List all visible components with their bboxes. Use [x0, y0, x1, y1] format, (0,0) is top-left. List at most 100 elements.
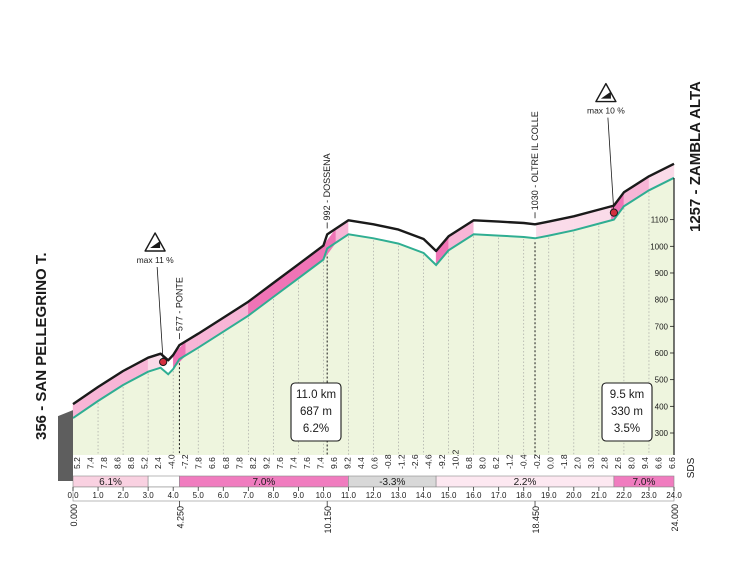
average-gradient-label: 6.1% [99, 477, 122, 488]
average-gradient-label: 7.0% [253, 477, 276, 488]
summary-line: 330 m [611, 406, 643, 418]
segment-gradient-label: 8.6 [126, 457, 136, 469]
km-tick-label: 19.0 [541, 491, 557, 500]
max-gradient-dot [159, 357, 168, 367]
segment-gradient-label: 2.4 [153, 457, 163, 469]
km-tick-label: 22.0 [616, 491, 632, 500]
segment-gradient-label: -0.2 [532, 454, 542, 469]
segment-gradient-label: 6.6 [654, 457, 664, 469]
segment-gradient-label: 7.4 [315, 457, 325, 469]
segment-gradient-label: 5.2 [140, 457, 150, 469]
km-tick-label: 1.0 [92, 491, 104, 500]
segment-gradient-label: -4.0 [167, 454, 177, 469]
summary-line: 11.0 km [296, 389, 336, 401]
km-tick-label: 4.0 [168, 491, 180, 500]
segment-gradient-label: 6.8 [221, 457, 231, 469]
segment-gradient-label: 0.0 [545, 457, 555, 469]
summary-line: 687 m [300, 406, 332, 418]
segment-gradient-label: 6.6 [667, 457, 677, 469]
elevation-tick-label: 500 [655, 376, 669, 385]
point-label: 577 - PONTE [174, 277, 184, 331]
segment-gradient-label: 0.6 [370, 457, 380, 469]
segment-gradient-label: -4.6 [424, 454, 434, 469]
point-km-label: 10.150 [323, 506, 333, 534]
segment-gradient-label: -7.2 [180, 454, 190, 469]
gradient-band-segment [473, 220, 487, 236]
km-tick-label: 2.0 [118, 491, 130, 500]
point-label: 1030 - OLTRE IL COLLE [530, 111, 540, 210]
segment-gradient-label: 2.8 [599, 457, 609, 469]
km-tick-label: 11.0 [341, 491, 357, 500]
start-km-label: 0.000 [69, 504, 79, 527]
segment-gradient-label: -0.4 [518, 454, 528, 469]
elevation-tick-label: 300 [655, 429, 669, 438]
segment-gradient-label: 7.4 [86, 457, 96, 469]
km-tick-label: 9.0 [293, 491, 305, 500]
km-tick-label: 12.0 [366, 491, 382, 500]
elevation-tick-label: 700 [655, 322, 669, 331]
max-gradient-leader [607, 117, 615, 213]
segment-gradient-label: 9.4 [640, 457, 650, 469]
segment-gradient-label: 6.8 [464, 457, 474, 469]
max-gradient-label: max 10 % [587, 106, 625, 116]
gradient-band-segment [511, 222, 524, 238]
gradient-band-segment [486, 220, 499, 236]
start-location-label: 356 - SAN PELLEGRINO T. [33, 252, 50, 440]
segment-gradient-label: 2.0 [572, 457, 582, 469]
segment-gradient-label: 4.4 [356, 457, 366, 469]
segment-gradient-label: 3.0 [586, 457, 596, 469]
segment-gradient-label: 7.8 [99, 457, 109, 469]
segment-gradient-label: 7.8 [194, 457, 204, 469]
profile-lines [72, 162, 675, 419]
point-km-label: 4.250 [175, 506, 185, 529]
km-tick-label: 21.0 [591, 491, 607, 500]
warning-triangle-icon [595, 82, 617, 103]
segment-gradient-label: 7.4 [288, 457, 298, 469]
segment-gradient-label: 2.6 [613, 457, 623, 469]
km-tick-label: 23.0 [641, 491, 657, 500]
elevation-tick-label: 900 [655, 269, 669, 278]
summary-line: 9.5 km [610, 389, 645, 401]
km-tick-label: 18.0 [516, 491, 532, 500]
segment-gradient-label: -1.2 [505, 454, 515, 469]
segment-gradient-label: 9.2 [343, 457, 353, 469]
segment-gradient-label: 9.2 [261, 457, 271, 469]
segment-gradient-label: 7.8 [234, 457, 244, 469]
km-tick-label: 10.0 [316, 491, 332, 500]
km-tick-label: 16.0 [466, 491, 482, 500]
max-gradient-leader [156, 266, 164, 363]
km-tick-label: 20.0 [566, 491, 582, 500]
elevation-tick-label: 600 [655, 349, 669, 358]
summary-box [290, 382, 342, 442]
segment-gradient-label: -1.2 [397, 454, 407, 469]
segment-gradient-label: 9.6 [329, 457, 339, 469]
finish-km-label: 24.000 [670, 504, 680, 532]
summary-boxes: 11.0 km 687 m 6.2% 9.5 km 330 m 3.5% [290, 382, 653, 442]
warning-triangle-icon [144, 232, 166, 252]
profile-top-line [72, 162, 675, 406]
segment-gradient-label: 7.6 [275, 457, 285, 469]
summary-box [601, 382, 653, 442]
segment-gradient-label: 8.0 [626, 457, 636, 469]
finish-location-label: 1257 - ZAMBLA ALTA [687, 81, 704, 232]
segment-gradient-label: 5.2 [72, 457, 82, 469]
average-gradient-label: -3.3% [379, 477, 405, 488]
segment-gradient-label: -0.8 [383, 454, 393, 469]
segment-gradient-label: 8.0 [478, 457, 488, 469]
elevation-tick-label: 400 [655, 402, 669, 411]
gradient-band-segment [498, 221, 512, 237]
km-tick-label: 6.0 [218, 491, 230, 500]
profile-ridge-line [72, 176, 675, 419]
km-tick-label: 3.0 [143, 491, 155, 500]
segment-gradient-label: 8.2 [248, 457, 258, 469]
segment-gradient-label: -10.2 [451, 449, 461, 469]
max-gradient-label: max 11 % [137, 255, 175, 265]
summary-line: 3.5% [614, 423, 640, 435]
km-tick-label: 17.0 [491, 491, 507, 500]
km-tick-label: 0.0 [67, 491, 79, 500]
km-tick-label: 5.0 [193, 491, 205, 500]
start-pillar [58, 410, 73, 481]
segment-gradient-label: 8.6 [113, 457, 123, 469]
km-tick-label: 24.0 [666, 491, 682, 500]
